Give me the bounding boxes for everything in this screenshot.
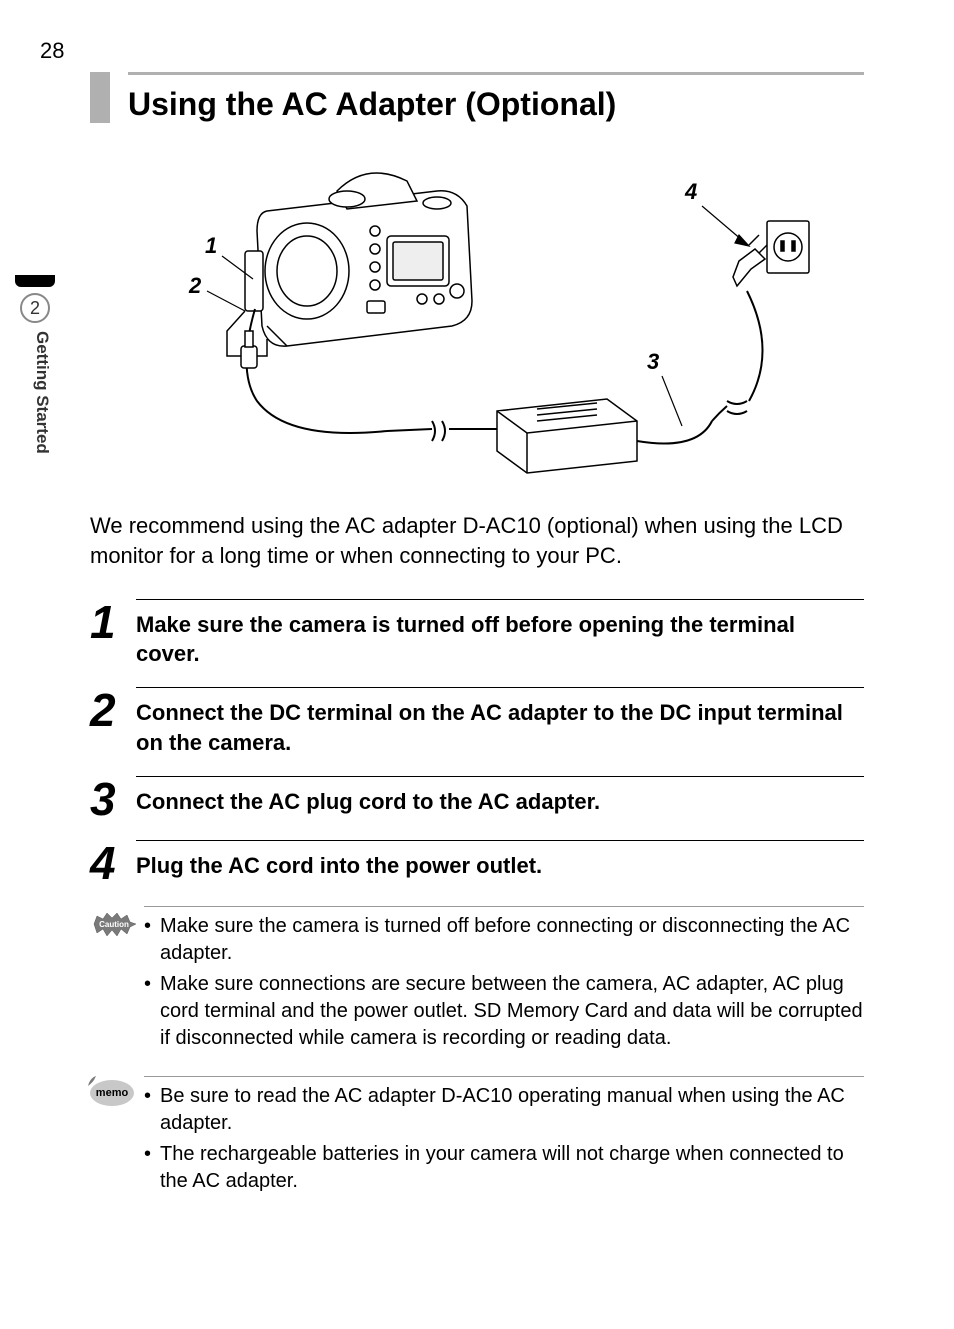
step-body: Connect the DC terminal on the AC adapte… [136, 687, 864, 757]
diagram-callout-1: 1 [205, 233, 217, 259]
heading-text: Using the AC Adapter (Optional) [128, 85, 864, 123]
chapter-title: Getting Started [18, 331, 52, 454]
diagram-callout-4: 4 [685, 179, 697, 205]
diagram-svg [137, 151, 817, 491]
step-number: 2 [90, 687, 136, 733]
ac-adapter-diagram: 1 2 3 4 [137, 151, 817, 491]
memo-item: Be sure to read the AC adapter D-AC10 op… [144, 1083, 864, 1137]
intro-paragraph: We recommend using the AC adapter D-AC10… [90, 511, 864, 570]
memo-block: memo Be sure to read the AC adapter D-AC… [90, 1076, 864, 1199]
chapter-number-badge: 2 [20, 293, 50, 323]
memo-icon: memo [90, 1076, 144, 1106]
step-text: Connect the DC terminal on the AC adapte… [136, 698, 864, 757]
step-body: Make sure the camera is turned off befor… [136, 599, 864, 669]
caution-item: Make sure connections are secure between… [144, 971, 864, 1052]
side-tab-cap [15, 275, 55, 287]
memo-item: The rechargeable batteries in your camer… [144, 1141, 864, 1195]
step-number: 1 [90, 599, 136, 645]
caution-body: Make sure the camera is turned off befor… [144, 906, 864, 1056]
heading-accent-bar [90, 72, 110, 123]
heading-rule: Using the AC Adapter (Optional) [128, 72, 864, 123]
step-number: 4 [90, 840, 136, 886]
step-row: 3 Connect the AC plug cord to the AC ada… [90, 776, 864, 822]
section-heading: Using the AC Adapter (Optional) [90, 72, 864, 123]
diagram-callout-2: 2 [189, 273, 201, 299]
step-number: 3 [90, 776, 136, 822]
step-text: Plug the AC cord into the power outlet. [136, 851, 864, 881]
caution-label-text: Caution [99, 920, 129, 929]
step-row: 2 Connect the DC terminal on the AC adap… [90, 687, 864, 757]
step-body: Plug the AC cord into the power outlet. [136, 840, 864, 881]
caution-block: Caution Make sure the camera is turned o… [90, 906, 864, 1056]
caution-item: Make sure the camera is turned off befor… [144, 913, 864, 967]
memo-list: Be sure to read the AC adapter D-AC10 op… [144, 1083, 864, 1195]
caution-list: Make sure the camera is turned off befor… [144, 913, 864, 1052]
step-row: 4 Plug the AC cord into the power outlet… [90, 840, 864, 886]
page-number: 28 [40, 38, 64, 64]
step-row: 1 Make sure the camera is turned off bef… [90, 599, 864, 669]
chapter-side-tab: 2 Getting Started [0, 275, 70, 495]
step-body: Connect the AC plug cord to the AC adapt… [136, 776, 864, 817]
step-text: Make sure the camera is turned off befor… [136, 610, 864, 669]
caution-icon: Caution [90, 906, 144, 943]
manual-page: 28 2 Getting Started Using the AC Adapte… [0, 0, 954, 1329]
memo-label: memo [90, 1080, 134, 1106]
diagram-callout-3: 3 [647, 349, 659, 375]
step-text: Connect the AC plug cord to the AC adapt… [136, 787, 864, 817]
memo-body: Be sure to read the AC adapter D-AC10 op… [144, 1076, 864, 1199]
